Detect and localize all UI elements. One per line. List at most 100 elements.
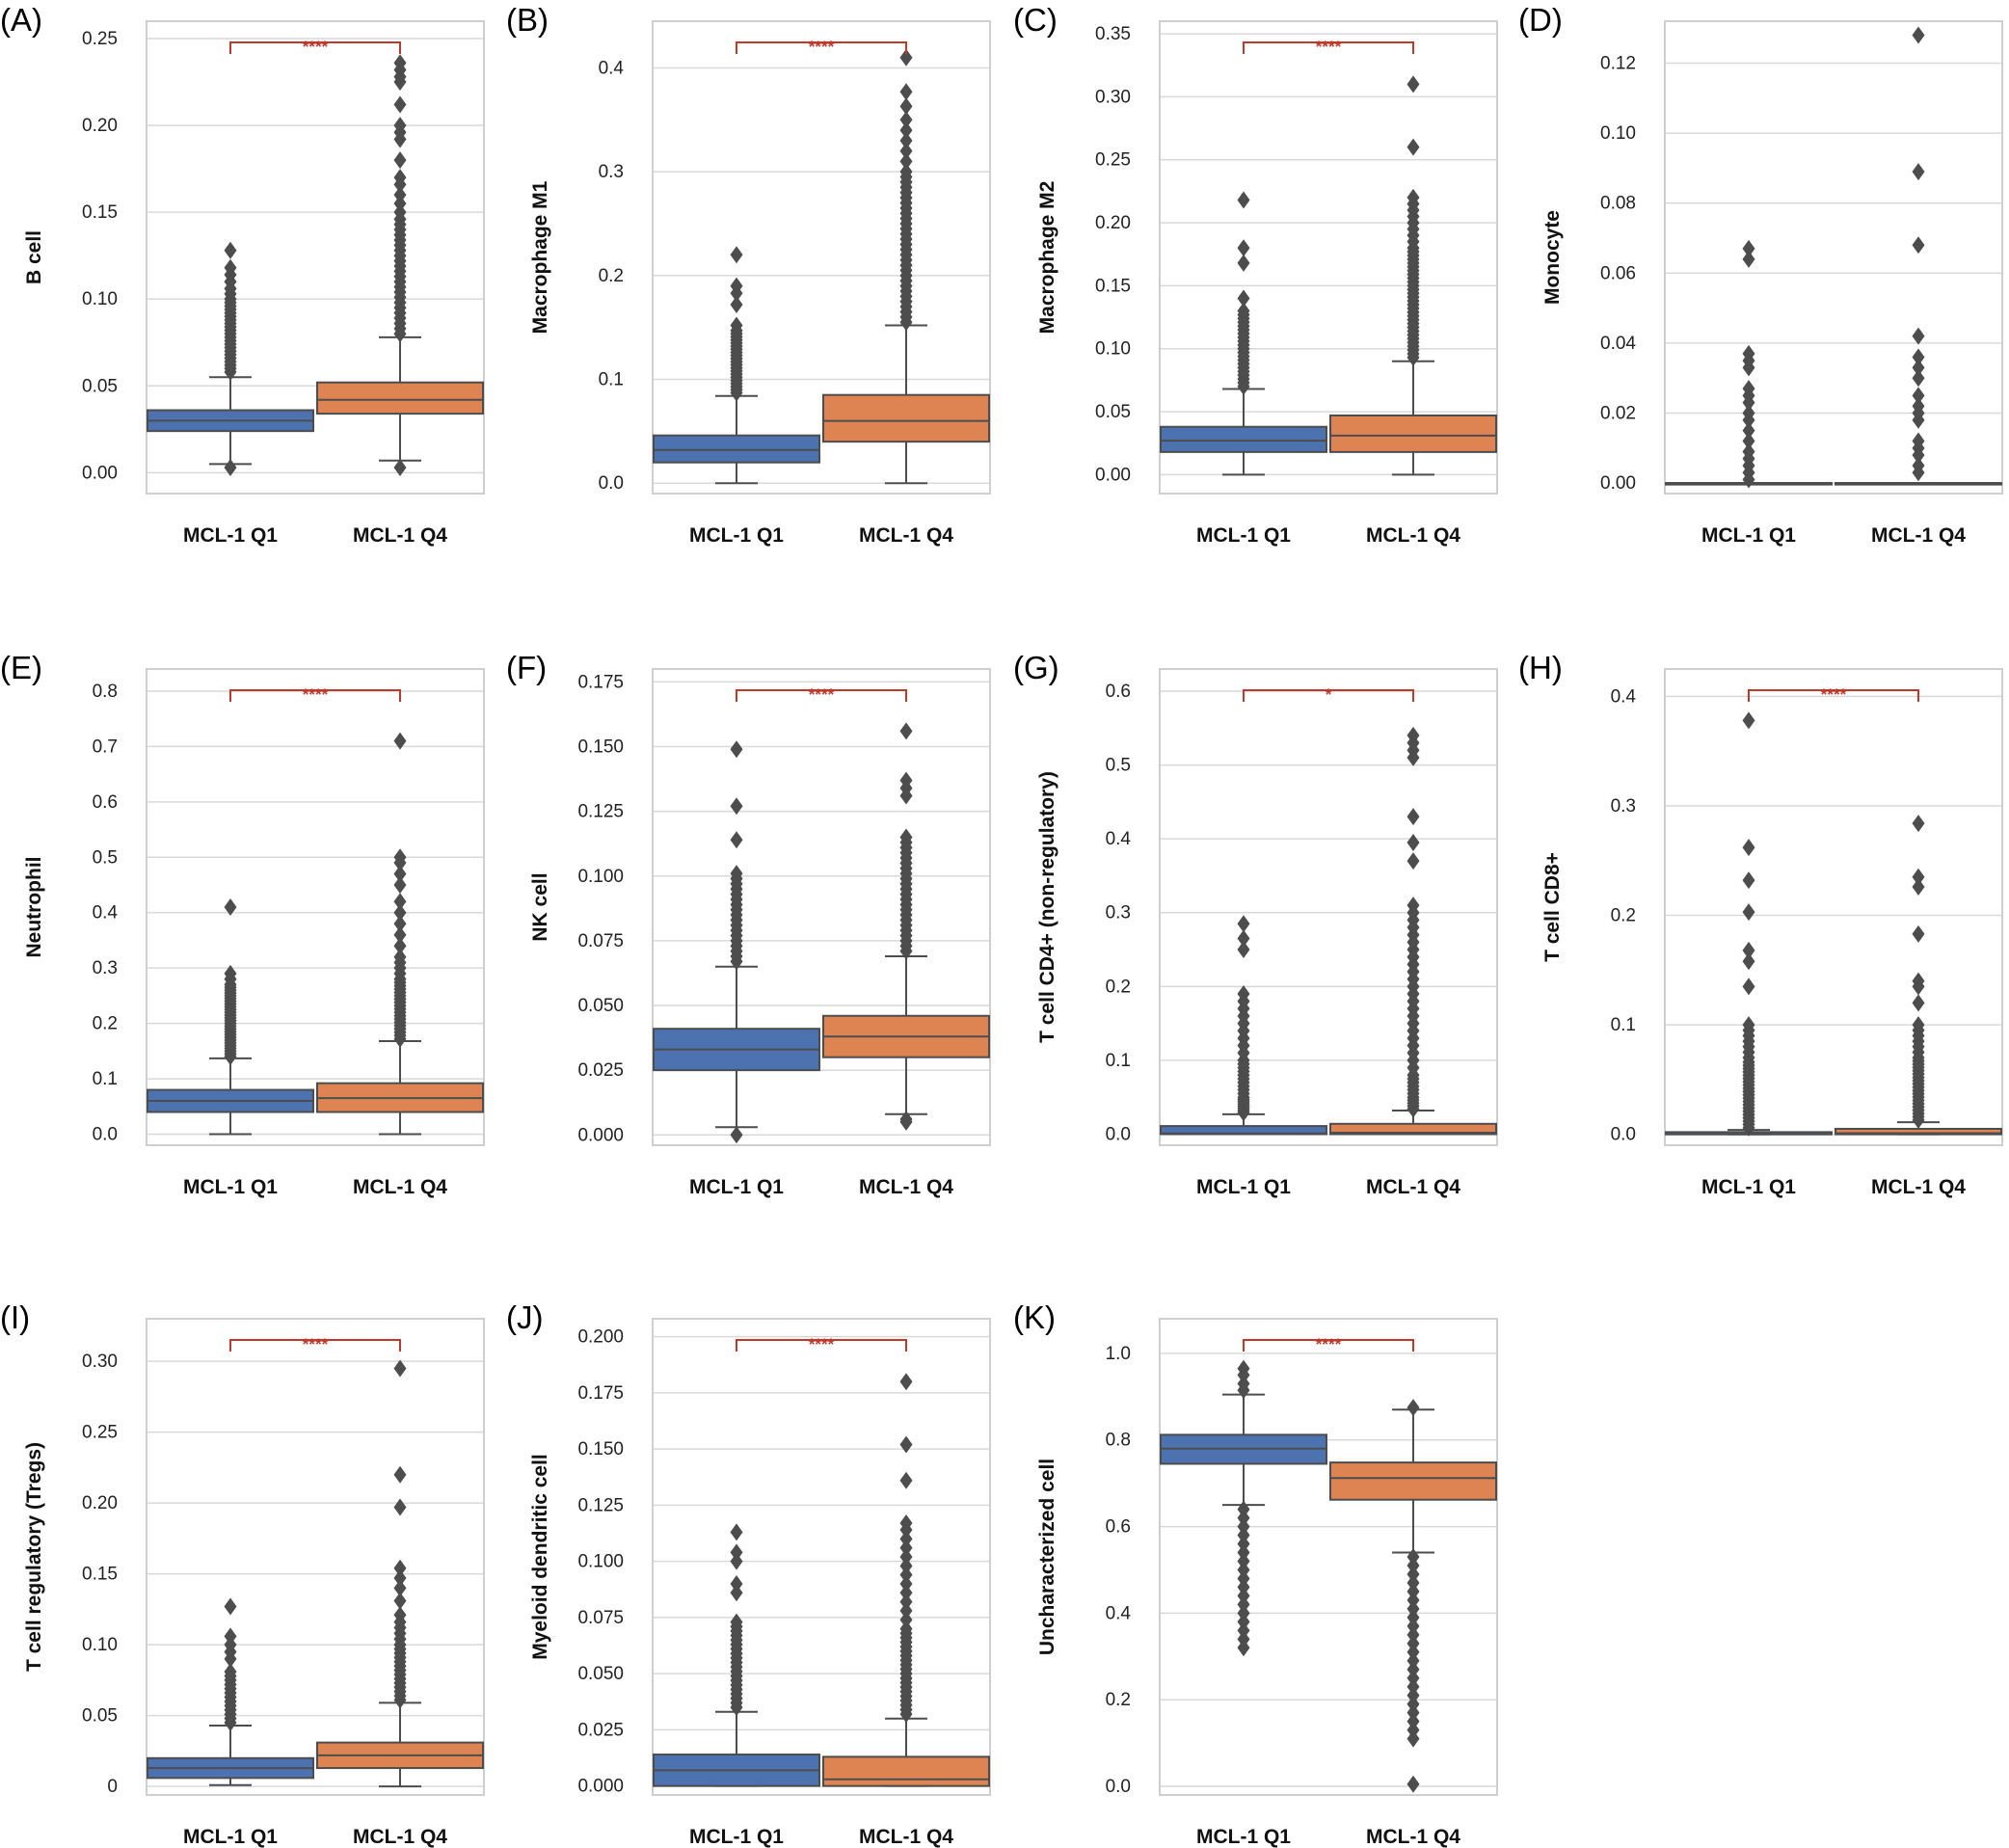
x-category-label: MCL-1 Q1 [183,1176,278,1198]
iqr-box [822,1755,990,1787]
panel-i: (I) 0 0.05 0.10 0.15 0.20 0.25 0.30 T cell regul… [0,1299,485,1848]
y-tick-label: 0.5 [93,847,118,868]
outlier-point [393,732,407,750]
panel-letter: (J) [506,1299,543,1335]
y-tick-label: 0.125 [577,1495,624,1515]
outlier-point [730,1584,743,1602]
outlier-point [899,1435,913,1454]
outlier-point [1912,877,1925,896]
outlier-point [730,316,743,335]
outlier-point [730,797,743,816]
outlier-point [393,937,407,955]
outlier-point [899,131,913,149]
x-category-label: MCL-1 Q4 [859,524,953,547]
y-tick-label: 0.00 [1095,465,1131,485]
outlier-point [899,1601,913,1620]
outlier-point [393,893,407,911]
outlier-point [224,1663,237,1681]
outlier-point [224,898,237,916]
y-tick-label: 0.050 [577,996,624,1016]
y-tick-label: 0.000 [577,1777,624,1797]
outlier-point [899,152,913,171]
iqr-box [316,381,484,415]
y-tick-label: 0.1 [1611,1015,1636,1035]
outlier-point [1912,972,1925,990]
significance-bracket [1243,41,1414,54]
y-axis-label: T cell CD8+ [1541,852,1564,962]
y-tick-label: 0.15 [82,202,118,223]
outlier-point [899,1584,913,1602]
outlier-point [1742,903,1755,922]
outlier-point [1742,1016,1755,1034]
outlier-point [730,1552,743,1570]
outlier-point [1742,404,1755,422]
outlier-point [899,163,913,181]
y-tick-label: 0.10 [1095,339,1131,360]
y-tick-label: 0.5 [1106,756,1131,776]
outlier-point [1237,302,1250,320]
outlier-point [1912,815,1925,833]
outlier-point [1912,359,1925,377]
y-tick-label: 0.000 [577,1125,624,1145]
outlier-point [1237,984,1250,1003]
outlier-point [393,95,407,114]
outlier-point [1406,808,1420,826]
outlier-point [224,1597,237,1616]
outlier-point [393,876,407,895]
y-tick-label: 0.25 [1095,150,1131,171]
y-tick-label: 0.100 [577,867,624,887]
outlier-point [899,1514,913,1533]
x-category-label: MCL-1 Q1 [1196,1826,1291,1848]
y-tick-label: 0.6 [1106,682,1131,702]
outlier-point [1237,1359,1250,1378]
y-tick-label: 0.3 [93,958,118,978]
panel-letter: (E) [0,650,42,685]
outlier-point [730,740,743,759]
y-tick-label: 0.10 [1600,123,1636,144]
y-tick-label: 0.2 [1611,906,1636,926]
box-q4 [1329,75,1497,476]
outlier-point [393,915,407,933]
panel-a: (A) 0.00 0.05 0.10 0.15 0.20 0.25 B cell MCL-1 Q… [0,2,485,547]
x-category-label: MCL-1 Q4 [859,1176,953,1198]
significance-bracket [229,689,401,702]
panel-letter: (B) [506,2,549,38]
significance-label: * [1326,685,1332,704]
y-tick-label: 0.2 [93,1014,118,1034]
iqr-box [1329,414,1497,453]
significance-bracket [736,41,907,54]
outlier-point [730,1523,743,1541]
plot-frame [1159,20,1498,495]
panel-g: (G) 0.0 0.1 0.2 0.3 0.4 0.5 0.6 T cell CD4+ (non… [1013,650,1498,1198]
y-axis-label: B cell [23,230,45,284]
panel-letter: (C) [1013,2,1058,38]
significance-bracket [229,41,401,54]
significance-label: **** [303,38,329,56]
y-tick-label: 0.05 [82,1706,118,1727]
y-axis-label: Monocyte [1541,210,1564,305]
outlier-point [1406,1548,1420,1566]
panel-f: (F) 0.000 0.025 0.050 0.075 0.100 0.125 0.150 0.… [506,650,991,1198]
outlier-point [730,1574,743,1593]
box-q1 [147,1597,314,1786]
y-tick-label: 0.0 [1611,1125,1636,1145]
outlier-point [224,964,237,982]
y-tick-label: 0.7 [93,737,118,757]
y-tick-label: 0.200 [577,1327,624,1348]
outlier-point [393,948,407,966]
significance-bracket [1748,689,1919,702]
box-q4 [1329,1399,1497,1793]
y-tick-label: 0.3 [1106,903,1131,924]
outlier-point [224,1627,237,1646]
y-tick-label: 0.100 [577,1552,624,1572]
plot-frame [652,20,991,495]
outlier-point [224,458,237,476]
outlier-point [899,1620,913,1638]
y-tick-label: 0.025 [577,1720,624,1740]
x-category-label: MCL-1 Q4 [1366,524,1460,547]
outlier-point [1912,163,1925,181]
outlier-point [730,865,743,883]
outlier-point [393,925,407,944]
outlier-point [393,848,407,867]
